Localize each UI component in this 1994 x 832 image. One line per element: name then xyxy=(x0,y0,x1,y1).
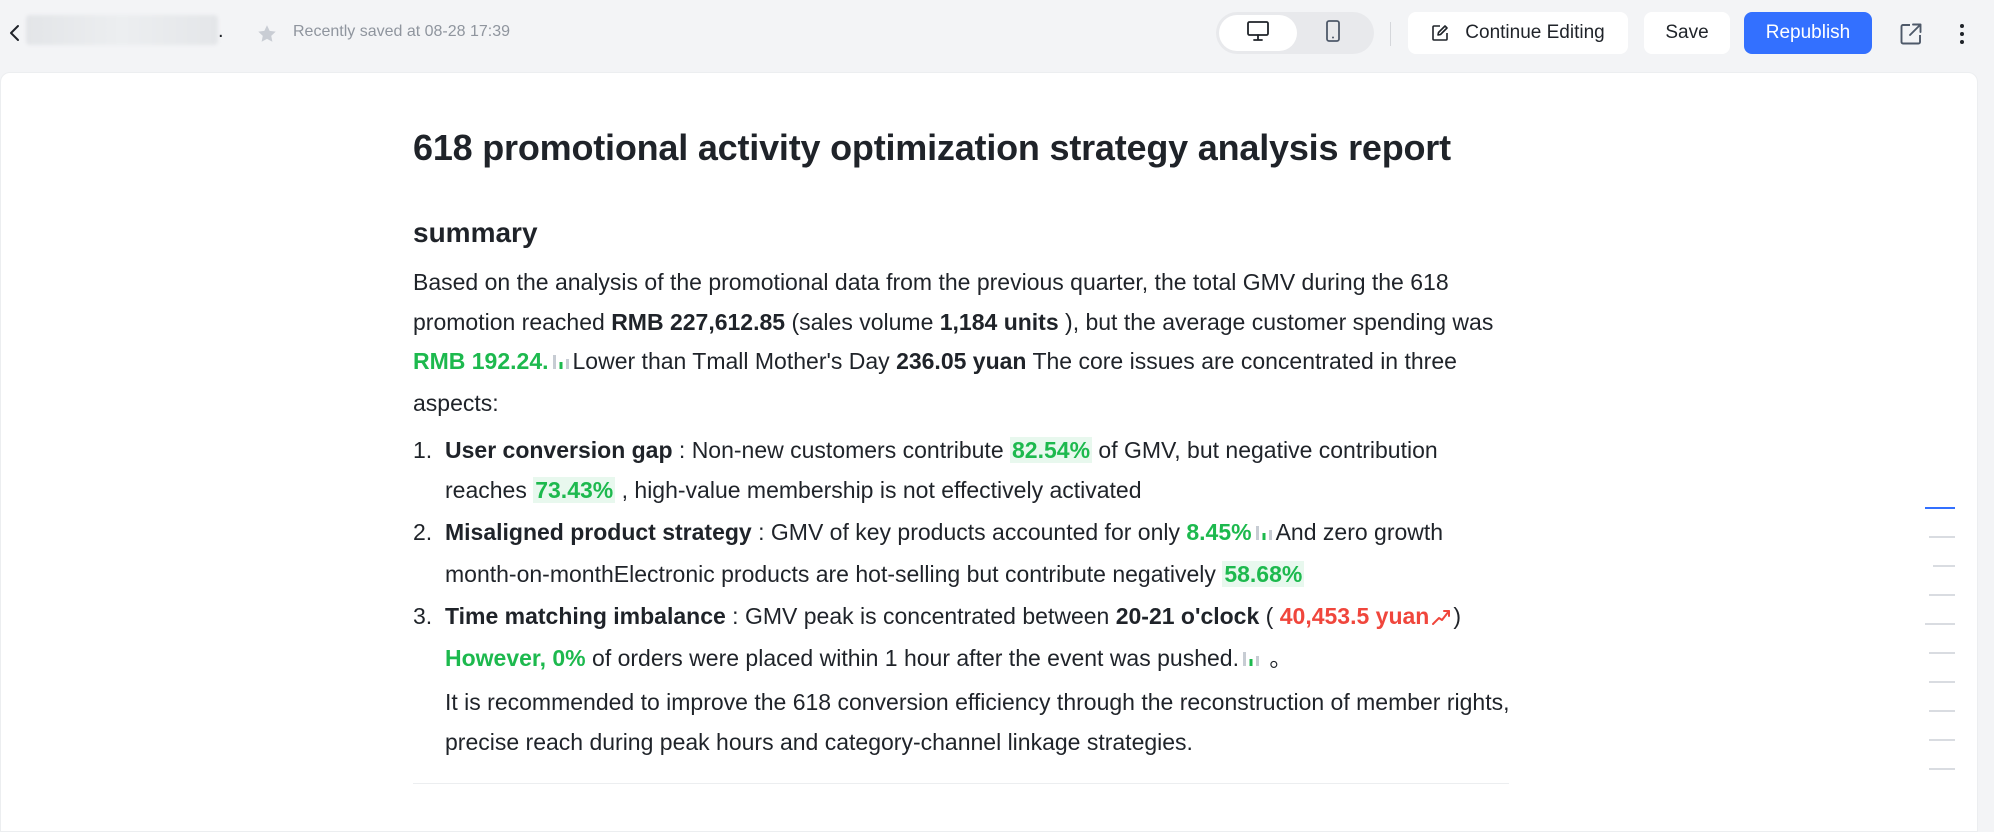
sales-volume-value: 1,184 units xyxy=(939,308,1059,335)
issue-value: 40,453.5 yuan xyxy=(1279,603,1430,629)
toc-item[interactable] xyxy=(1929,594,1955,596)
more-icon[interactable] xyxy=(1954,20,1970,48)
document-page: 618 promotional activity optimization st… xyxy=(0,72,1978,832)
toc-item[interactable] xyxy=(1933,565,1955,567)
device-preview-toggle xyxy=(1216,12,1374,54)
summary-text-1: Based on the analysis of the promotional… xyxy=(413,269,1449,335)
list-item: 3. Time matching imbalance : GMV peak is … xyxy=(413,597,1513,680)
avg-spend-value: RMB 192.24. xyxy=(413,348,549,374)
saved-status: Recently saved at 08-28 17:39 xyxy=(293,23,511,40)
issue-text: of GMV, but negative contribution reache… xyxy=(445,437,1438,503)
desktop-preview-button[interactable] xyxy=(1219,15,1297,51)
issue-text: ( xyxy=(1259,603,1280,629)
list-number: 2. xyxy=(413,519,433,545)
toc-item[interactable] xyxy=(1925,507,1955,509)
mobile-preview-button[interactable] xyxy=(1294,15,1372,51)
issue-value: 8.45% xyxy=(1186,519,1252,545)
toc-item[interactable] xyxy=(1929,536,1955,538)
save-button[interactable]: Save xyxy=(1644,12,1730,54)
section-heading: summary xyxy=(413,217,538,248)
summary-text-4: Lower than Tmall Mother's Day xyxy=(572,348,897,374)
issue-text: : GMV of key products accounted for only xyxy=(751,519,1187,545)
star-icon[interactable] xyxy=(256,23,278,45)
issue-label: User conversion gap xyxy=(445,437,673,463)
issue-value: However, 0% xyxy=(445,644,586,671)
summary-text-5: The core issues are concentrated in thre… xyxy=(413,348,1457,416)
issue-text: And zero growth month-on-monthElectronic… xyxy=(445,519,1444,587)
gmv-value: RMB 227,612.85 xyxy=(611,308,786,335)
bar-chart-icon xyxy=(551,344,571,384)
continue-editing-label: Continue Editing xyxy=(1465,22,1605,43)
issue-value: 73.43% xyxy=(533,476,616,503)
issue-label: Time matching imbalance xyxy=(445,603,726,629)
list-number: 1. xyxy=(413,437,433,463)
toolbar-divider xyxy=(1390,22,1391,46)
list-item: 1. User conversion gap : Non-new customer… xyxy=(413,431,1513,510)
bar-chart-icon xyxy=(1241,641,1261,681)
issue-value: 82.54% xyxy=(1010,437,1093,463)
toc-item[interactable] xyxy=(1929,739,1955,741)
document-title-redacted xyxy=(26,15,218,45)
issue-value: 20-21 o'clock xyxy=(1115,603,1260,629)
summary-text-3: ), but the average customer spending was xyxy=(1058,308,1494,335)
toc-item[interactable] xyxy=(1929,681,1955,683)
edit-icon xyxy=(1431,24,1449,42)
page-title: 618 promotional activity optimization st… xyxy=(413,127,1451,168)
document-content: 618 promotional activity optimization st… xyxy=(413,125,1513,762)
save-label: Save xyxy=(1665,22,1709,43)
bar-chart-icon xyxy=(1254,515,1274,555)
toc-item[interactable] xyxy=(1929,652,1955,654)
toc-item[interactable] xyxy=(1929,768,1955,770)
republish-button[interactable]: Republish xyxy=(1744,12,1872,54)
issue-label: Misaligned product strategy xyxy=(445,519,752,545)
issue-text: ) xyxy=(1453,603,1462,629)
conclusion-paragraph: It is recommended to improve the 618 con… xyxy=(445,689,1510,755)
issue-text: of orders were placed within 1 hour afte… xyxy=(585,644,1239,671)
toc-item[interactable] xyxy=(1925,623,1955,625)
desktop-icon xyxy=(1246,20,1270,47)
list-item: 2. Misaligned product strategy : GMV of k… xyxy=(413,513,1513,594)
issue-text: : GMV peak is concentrated between xyxy=(725,603,1116,629)
list-number: 3. xyxy=(413,603,433,629)
issues-list: 1. User conversion gap : Non-new customer… xyxy=(413,431,1513,680)
issue-text: , high-value membership is not effective… xyxy=(615,476,1142,503)
toc-item[interactable] xyxy=(1929,710,1955,712)
issue-text: 。 xyxy=(1262,644,1293,671)
back-icon[interactable] xyxy=(4,22,26,44)
mothers-day-value: 236.05 yuan xyxy=(896,348,1027,374)
mobile-icon xyxy=(1324,19,1342,48)
trend-up-icon xyxy=(1431,599,1451,639)
summary-text-2: (sales volume xyxy=(785,308,940,335)
issue-text: : Non-new customers contribute xyxy=(672,437,1011,463)
continue-editing-button[interactable]: Continue Editing xyxy=(1408,12,1628,54)
top-toolbar: . Recently saved at 08-28 17:39 Continue… xyxy=(0,0,1994,68)
share-icon[interactable] xyxy=(1898,21,1924,47)
republish-label: Republish xyxy=(1765,22,1851,43)
summary-paragraph: Based on the analysis of the promotional… xyxy=(413,263,1513,423)
document-title-suffix: . xyxy=(218,20,224,42)
issue-value: 58.68% xyxy=(1222,560,1305,587)
